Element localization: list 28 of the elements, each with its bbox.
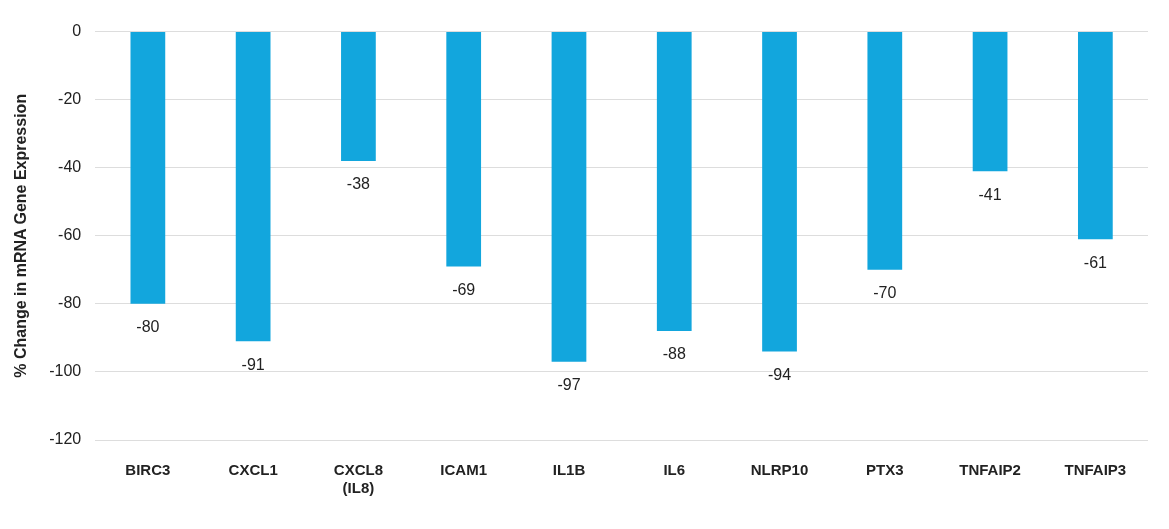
y-axis-title: % Change in mRNA Gene Expression <box>12 93 30 378</box>
y-tick-label: -80 <box>58 294 82 312</box>
data-label: -61 <box>1083 253 1108 271</box>
x-tick-label: IL6 <box>663 461 686 479</box>
x-tick-label: ICAM1 <box>440 461 488 479</box>
data-label: -80 <box>136 318 160 336</box>
x-tick-label: CXCL8 (IL8) <box>333 461 384 497</box>
data-label: -97 <box>557 376 581 394</box>
x-tick-label: BIRC3 <box>125 461 171 479</box>
data-label: -91 <box>241 355 265 373</box>
x-tick-label: TNFAIP3 <box>1064 461 1127 479</box>
x-tick-label: TNFAIP2 <box>959 461 1021 479</box>
y-tick-label: -100 <box>49 362 82 380</box>
y-tick-label: -120 <box>49 430 82 448</box>
y-tick-label: -60 <box>58 226 82 244</box>
data-label: -94 <box>767 365 792 383</box>
data-label: -69 <box>452 280 476 298</box>
data-label: -38 <box>346 175 371 193</box>
data-label: -88 <box>662 345 686 363</box>
data-label: -70 <box>873 284 897 302</box>
y-tick-label: -40 <box>58 158 82 176</box>
x-tick-label: PTX3 <box>866 461 904 479</box>
x-tick-label: NLRP10 <box>750 461 809 479</box>
x-tick-label: CXCL1 <box>228 461 278 479</box>
y-tick-label: 0 <box>72 22 82 40</box>
y-tick-label: -20 <box>58 90 82 108</box>
x-tick-label: IL1B <box>552 461 586 479</box>
data-label: -41 <box>978 185 1002 203</box>
